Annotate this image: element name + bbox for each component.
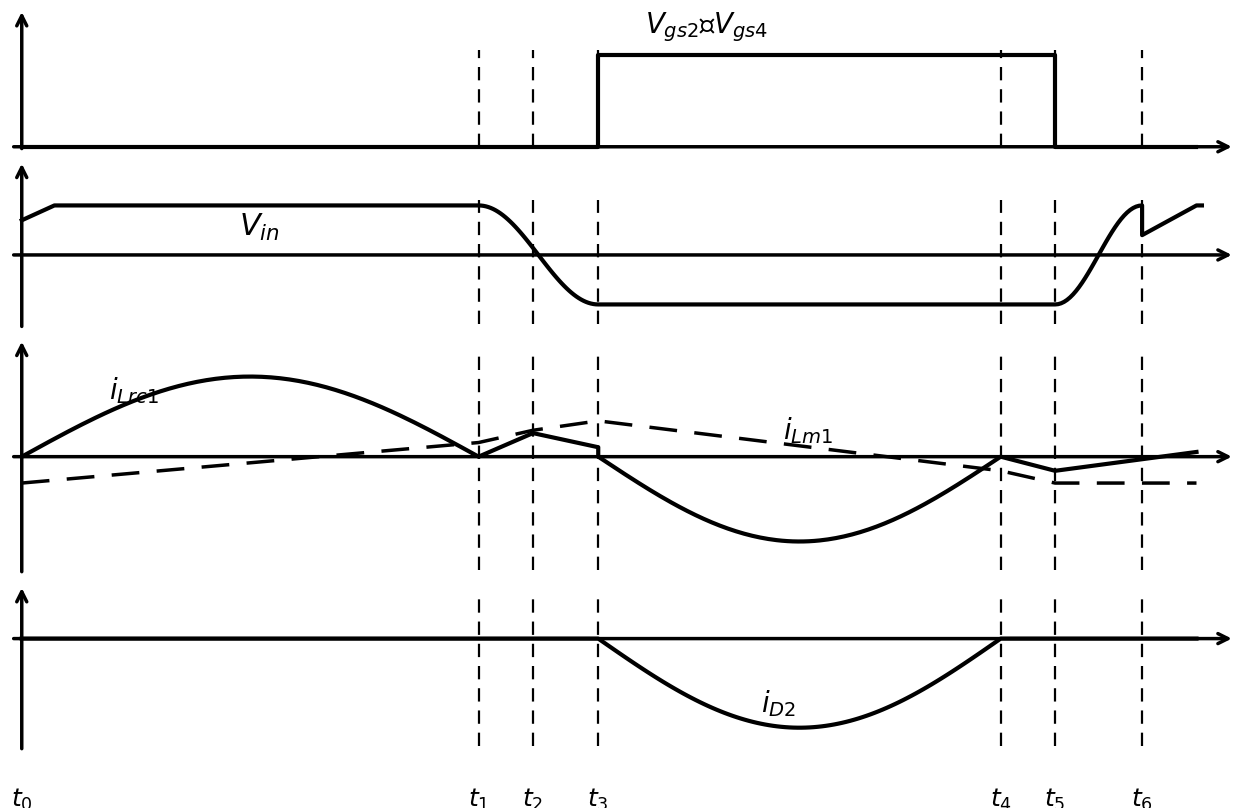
Text: $t_1$: $t_1$ xyxy=(467,787,490,808)
Text: $t_0$: $t_0$ xyxy=(11,787,32,808)
Text: $i_{D2}$: $i_{D2}$ xyxy=(761,688,796,719)
Text: $i_{Lm1}$: $i_{Lm1}$ xyxy=(784,415,833,446)
Text: $V_{in}$: $V_{in}$ xyxy=(239,212,280,242)
Text: $t_2$: $t_2$ xyxy=(522,787,543,808)
Text: $V_{gs2}$、$V_{gs4}$: $V_{gs2}$、$V_{gs4}$ xyxy=(645,11,769,44)
Text: $t_4$: $t_4$ xyxy=(990,787,1012,808)
Text: $t_5$: $t_5$ xyxy=(1044,787,1065,808)
Text: $t_6$: $t_6$ xyxy=(1131,787,1153,808)
Text: $i_{Lrc1}$: $i_{Lrc1}$ xyxy=(109,375,159,406)
Text: $t_3$: $t_3$ xyxy=(588,787,609,808)
